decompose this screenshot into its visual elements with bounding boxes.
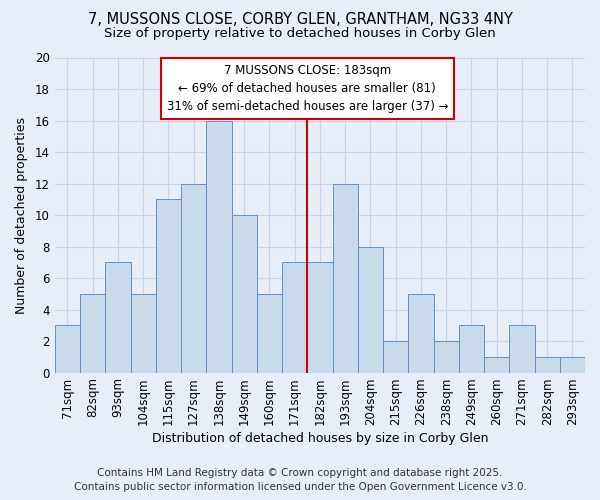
- Bar: [459, 326, 484, 372]
- Bar: [332, 184, 358, 372]
- Bar: [257, 294, 282, 372]
- Bar: [434, 341, 459, 372]
- Bar: [509, 326, 535, 372]
- Bar: [131, 294, 156, 372]
- Bar: [560, 357, 585, 372]
- Bar: [156, 200, 181, 372]
- Bar: [106, 262, 131, 372]
- Bar: [206, 120, 232, 372]
- Bar: [181, 184, 206, 372]
- Text: Size of property relative to detached houses in Corby Glen: Size of property relative to detached ho…: [104, 28, 496, 40]
- Bar: [55, 326, 80, 372]
- Bar: [307, 262, 332, 372]
- Bar: [232, 215, 257, 372]
- Text: Contains HM Land Registry data © Crown copyright and database right 2025.
Contai: Contains HM Land Registry data © Crown c…: [74, 468, 526, 492]
- Bar: [282, 262, 307, 372]
- Bar: [408, 294, 434, 372]
- Bar: [535, 357, 560, 372]
- Text: 7 MUSSONS CLOSE: 183sqm
← 69% of detached houses are smaller (81)
31% of semi-de: 7 MUSSONS CLOSE: 183sqm ← 69% of detache…: [167, 64, 448, 113]
- Y-axis label: Number of detached properties: Number of detached properties: [15, 116, 28, 314]
- Bar: [383, 341, 408, 372]
- X-axis label: Distribution of detached houses by size in Corby Glen: Distribution of detached houses by size …: [152, 432, 488, 445]
- Bar: [80, 294, 106, 372]
- Text: 7, MUSSONS CLOSE, CORBY GLEN, GRANTHAM, NG33 4NY: 7, MUSSONS CLOSE, CORBY GLEN, GRANTHAM, …: [88, 12, 512, 28]
- Bar: [358, 246, 383, 372]
- Bar: [484, 357, 509, 372]
